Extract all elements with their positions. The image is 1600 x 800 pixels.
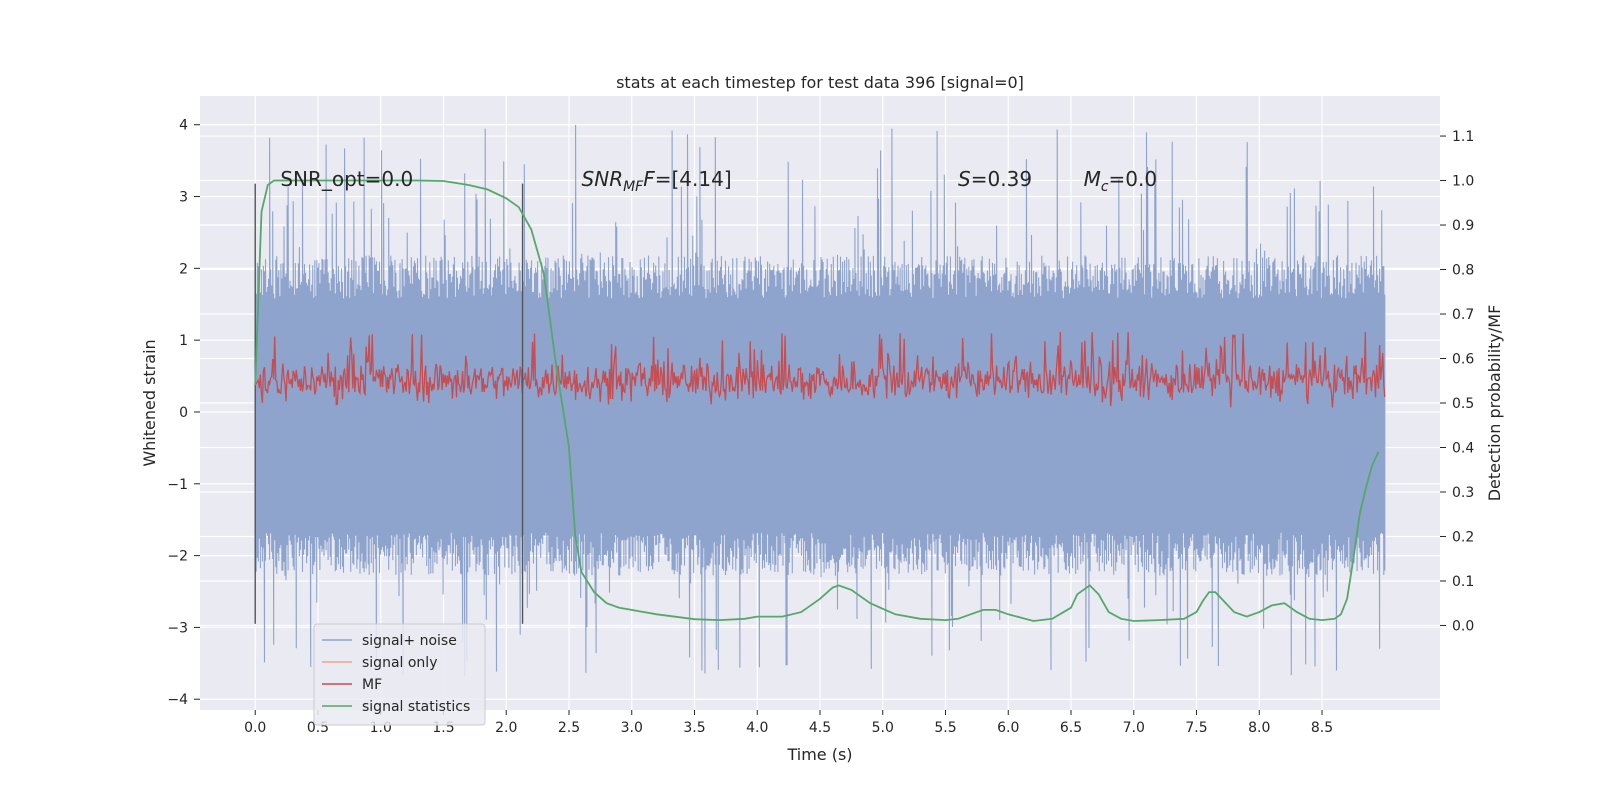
y-left-tick-label-7: −3: [167, 620, 188, 636]
y-right-tick-label-4: 0.7: [1452, 307, 1474, 323]
annotation-snr-mf-f: F: [643, 167, 655, 191]
y-left-tick-label-8: −4: [167, 692, 188, 708]
legend-label-mf: MF: [362, 677, 382, 693]
y-left-tick-label-4: 0: [179, 405, 188, 421]
y-left-tick-label-2: 2: [179, 261, 188, 277]
series-signal-statistics: [254, 179, 1380, 622]
y-right-axis-ticks: 1.1 1.0 0.9 0.8 0.7 0.6 0.5 0.4 0.3 0.2 0.1 0.0: [1440, 129, 1474, 634]
annotation-snr-opt: SNR_opt=0.0: [280, 167, 413, 191]
y-right-tick-label-3: 0.8: [1452, 263, 1474, 279]
y-left-axis-label: Whitened strain: [140, 339, 159, 466]
annotation-s-value: =0.39: [971, 167, 1032, 191]
annotation-mc-value: =0.0: [1109, 167, 1158, 191]
legend-label-signal-only: signal only: [362, 655, 437, 671]
annotation-mc-sub: c: [1101, 179, 1109, 195]
y-right-tick-label-8: 0.3: [1452, 485, 1474, 501]
y-left-tick-label-0: 4: [179, 118, 188, 134]
x-tick-label-14: 7.0: [1123, 720, 1145, 736]
y-right-tick-label-11: 0.0: [1452, 618, 1474, 634]
x-tick-label-8: 4.0: [746, 720, 768, 736]
annotation-snr-mf: SNRMFF=[4.14]: [582, 167, 732, 195]
y-right-axis-label: Detection probability/MF: [1485, 305, 1504, 502]
y-right-tick-label-9: 0.2: [1452, 529, 1474, 545]
line-mf: [254, 331, 1386, 408]
y-left-axis-ticks: 4 3 2 1 0 −1 −2 −3 −4: [167, 118, 200, 708]
y-right-tick-label-7: 0.4: [1452, 440, 1474, 456]
annotations: SNR_opt=0.0 SNRMFF=[4.14] S=0.39 Mc=0.0: [280, 167, 1157, 195]
annotation-mc-main: M: [1084, 167, 1101, 191]
y-right-tick-label-1: 1.0: [1452, 174, 1474, 190]
x-tick-label-5: 2.5: [558, 720, 580, 736]
x-tick-label-16: 8.0: [1248, 720, 1270, 736]
x-tick-label-12: 6.0: [997, 720, 1019, 736]
y-right-tick-label-0: 1.1: [1452, 129, 1474, 145]
x-tick-label-9: 4.5: [809, 720, 831, 736]
x-tick-label-15: 7.5: [1185, 720, 1207, 736]
y-left-tick-label-5: −1: [167, 477, 188, 493]
y-right-tick-label-5: 0.6: [1452, 352, 1474, 368]
x-tick-label-13: 6.5: [1060, 720, 1082, 736]
x-tick-label-6: 3.0: [621, 720, 643, 736]
chart-title: stats at each timestep for test data 396…: [616, 73, 1024, 92]
annotation-snr-mf-value: =[4.14]: [655, 167, 732, 191]
y-left-tick-label-6: −2: [167, 549, 188, 565]
series-mf: [254, 331, 1386, 408]
y-right-tick-label-10: 0.1: [1452, 574, 1474, 590]
annotation-mc: Mc=0.0: [1084, 167, 1158, 195]
x-tick-label-0: 0.0: [244, 720, 266, 736]
y-left-tick-label-3: 1: [179, 333, 188, 349]
line-signal-statistics: [254, 179, 1380, 622]
legend-box: [313, 623, 486, 726]
x-tick-label-17: 8.5: [1311, 720, 1333, 736]
annotation-s-main: S: [958, 167, 971, 191]
vertical-markers: [254, 183, 524, 624]
annotation-s: S=0.39: [958, 167, 1032, 191]
x-axis-label: Time (s): [786, 745, 852, 764]
legend-label-statistics: signal statistics: [362, 699, 470, 715]
y-left-tick-label-1: 3: [179, 190, 188, 206]
x-tick-label-7: 3.5: [683, 720, 705, 736]
x-axis-ticks: 0.0 0.5 1.0 1.5 2.0 2.5 3.0 3.5 4.0 4.5 5.0 5.5 6.0 6…: [244, 710, 1333, 736]
series-signal-plus-noise: [254, 124, 1386, 677]
legend-label-noise: signal+ noise: [362, 633, 457, 649]
legend: signal+ noise signal only MF signal stat…: [313, 623, 486, 726]
annotation-snr-mf-main: SNR: [582, 167, 624, 191]
x-tick-label-10: 5.0: [872, 720, 894, 736]
x-tick-label-4: 2.0: [495, 720, 517, 736]
y-right-tick-label-6: 0.5: [1452, 396, 1474, 412]
line-signal-plus-noise: [254, 124, 1386, 677]
annotation-snr-mf-sub: MF: [623, 179, 644, 195]
x-tick-label-11: 5.5: [934, 720, 956, 736]
y-right-tick-label-2: 0.9: [1452, 218, 1474, 234]
